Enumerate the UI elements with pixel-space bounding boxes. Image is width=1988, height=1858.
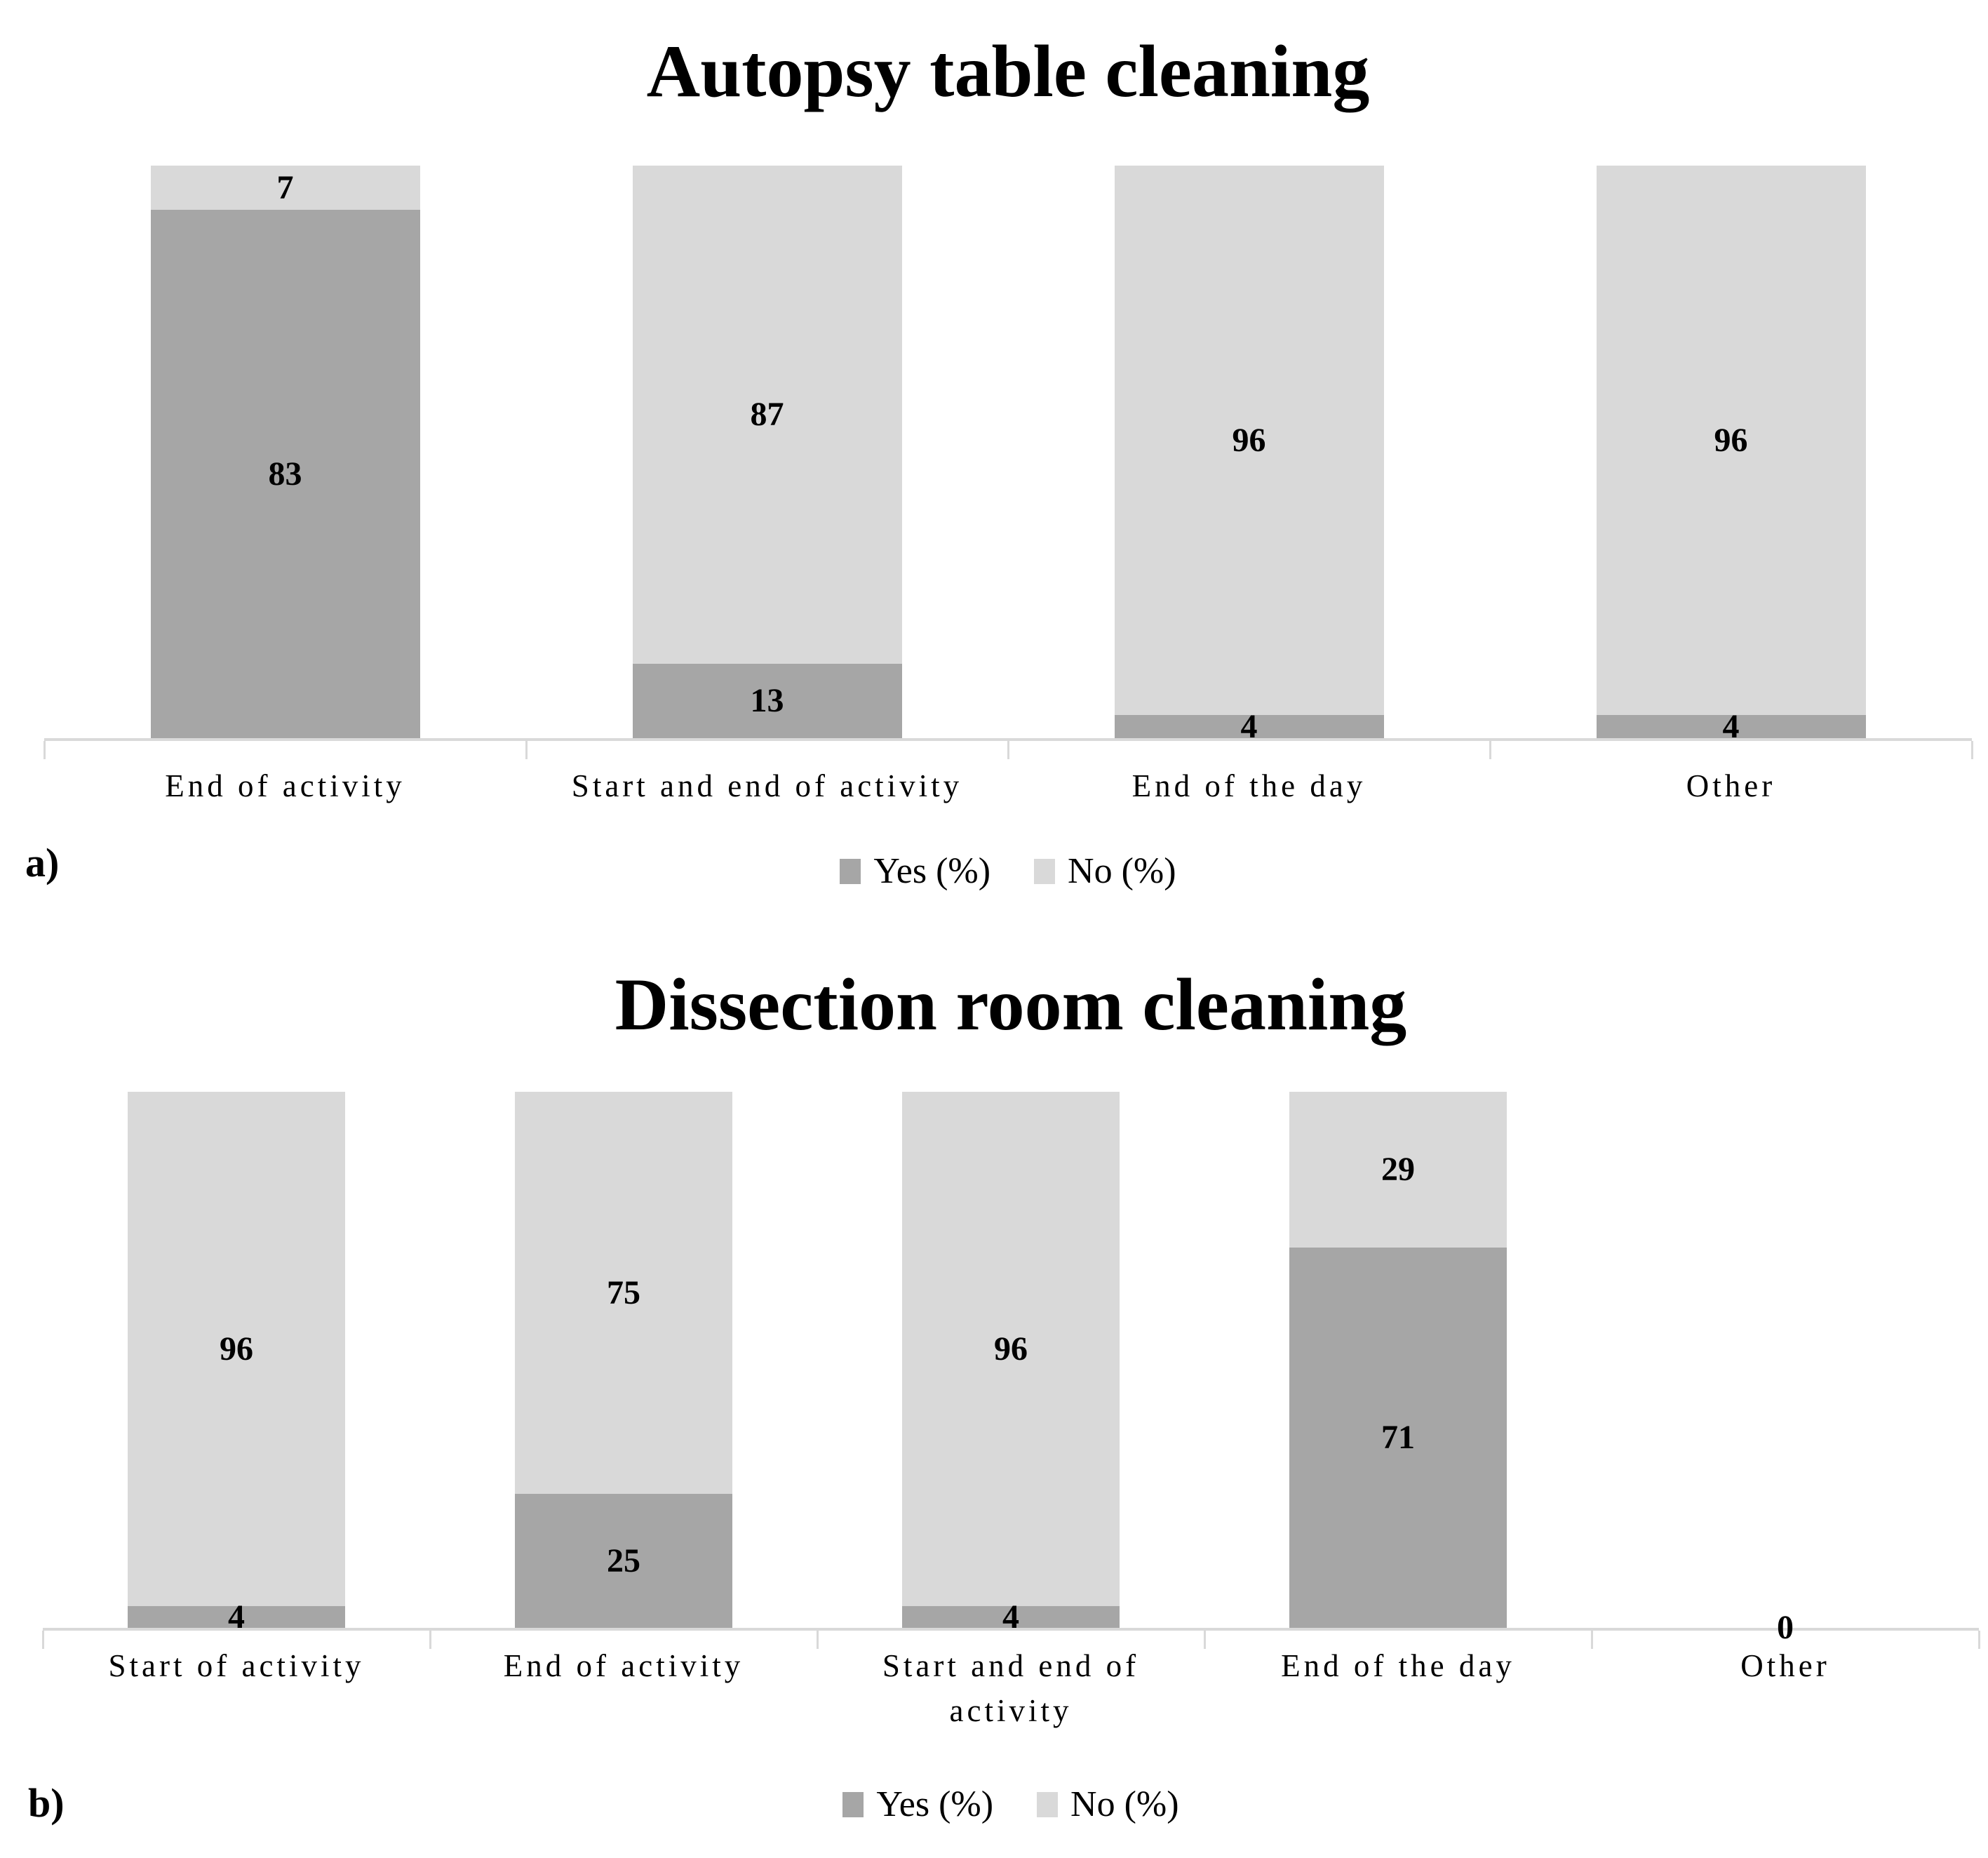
x-axis-tick: [1204, 1631, 1206, 1649]
bar-segment-no: [902, 1092, 1120, 1606]
value-label-no: 96: [1714, 421, 1748, 459]
value-label-yes: 71: [1381, 1419, 1415, 1456]
category-label: Other: [1740, 1648, 1830, 1683]
x-axis-line: [44, 738, 1972, 741]
value-label-no: 96: [1232, 421, 1266, 459]
value-label-no: 96: [994, 1330, 1028, 1368]
bar-segment-no: [1114, 166, 1384, 715]
legend-swatch-yes: [842, 1791, 864, 1817]
category-label: Other: [1686, 768, 1776, 803]
panel-label-b: b): [28, 1780, 65, 1826]
legend-swatch-yes: [840, 858, 861, 884]
x-axis-line: [43, 1628, 1979, 1631]
panel-label-a: a): [25, 840, 60, 885]
x-axis-tick: [1971, 741, 1973, 759]
legend-label: No (%): [1070, 1784, 1179, 1824]
legend-label: No (%): [1068, 851, 1176, 891]
legend-label: Yes (%): [873, 851, 991, 891]
legend-item-no: No (%): [1037, 1784, 1179, 1825]
bar-segment-yes: [902, 1606, 1120, 1628]
category-label: Start and end of activity: [882, 1648, 1140, 1728]
bar-segment-no: [1596, 166, 1866, 715]
bar-segment-no: [1289, 1092, 1507, 1248]
value-label-no: 7: [276, 168, 294, 206]
x-axis-tick: [1978, 1631, 1980, 1649]
value-label-no: 75: [607, 1274, 640, 1311]
value-label-no: 96: [220, 1330, 253, 1368]
x-axis-tick: [1007, 741, 1009, 759]
chart-a-title: Autopsy table cleaning: [646, 30, 1370, 112]
value-label-yes: 4: [228, 1598, 245, 1636]
value-label-no: 29: [1381, 1151, 1415, 1188]
bar-segment-no: [515, 1092, 732, 1494]
value-label-yes: 25: [607, 1542, 640, 1579]
legend: Yes (%) No (%): [43, 1784, 1979, 1825]
legend-item-yes: Yes (%): [840, 850, 990, 892]
legend-label: Yes (%): [876, 1784, 994, 1824]
value-label-yes: 13: [750, 682, 784, 719]
category-label: Start of activity: [108, 1648, 365, 1683]
x-axis-tick: [1489, 741, 1491, 759]
category-label: End of activity: [165, 768, 405, 803]
bar-segment-yes: [632, 664, 902, 738]
zero-value-label: 0: [1777, 1609, 1794, 1646]
bar-segment-yes: [515, 1494, 732, 1628]
category-label: End of activity: [503, 1648, 744, 1683]
bar-segment-yes: [128, 1606, 345, 1628]
category-label: End of the day: [1131, 768, 1366, 803]
value-label-yes: 4: [1002, 1598, 1019, 1636]
legend-item-no: No (%): [1034, 850, 1176, 892]
legend-item-yes: Yes (%): [842, 1784, 993, 1825]
legend-swatch-no: [1034, 858, 1056, 884]
x-axis-tick: [429, 1631, 431, 1649]
value-label-yes: 4: [1722, 707, 1740, 745]
legend-swatch-no: [1037, 1791, 1059, 1817]
bar-segment-yes: [150, 210, 420, 738]
bar-segment-no: [632, 166, 902, 664]
x-axis-tick: [817, 1631, 819, 1649]
value-label-no: 87: [750, 396, 784, 433]
bar-segment-yes: [1114, 715, 1384, 738]
x-axis-tick: [1591, 1631, 1593, 1649]
x-axis-tick: [43, 741, 46, 759]
category-label: Start and end of activity: [571, 768, 963, 803]
value-label-yes: 4: [1240, 707, 1258, 745]
value-label-yes: 83: [268, 455, 302, 493]
category-label: End of the day: [1281, 1648, 1515, 1683]
bar-segment-no: [128, 1092, 345, 1606]
bar-segment-no: [150, 166, 420, 210]
bar-segment-yes: [1596, 715, 1866, 738]
x-axis-tick: [42, 1631, 44, 1649]
bar-segment-yes: [1289, 1248, 1507, 1628]
chart-b-title: Dissection room cleaning: [614, 963, 1407, 1045]
legend: Yes (%) No (%): [44, 850, 1972, 892]
x-axis-tick: [525, 741, 528, 759]
